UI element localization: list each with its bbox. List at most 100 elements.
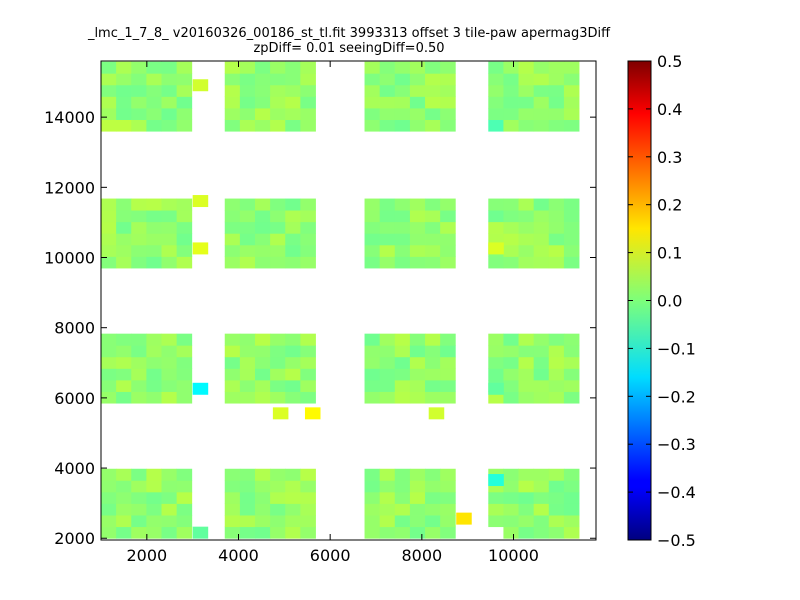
heatmap-cell	[518, 503, 535, 516]
heatmap-cell	[224, 84, 241, 97]
heatmap-cell	[364, 379, 381, 392]
heatmap-cell	[503, 515, 519, 528]
heatmap-cell	[533, 368, 550, 381]
heatmap-cell	[224, 526, 241, 539]
heatmap-cell	[533, 333, 550, 346]
heatmap-cell	[379, 108, 396, 120]
heatmap-cell	[563, 368, 580, 381]
heatmap-cell	[255, 119, 271, 132]
heatmap-cell	[425, 526, 441, 539]
heatmap-cell	[518, 368, 535, 381]
heatmap-cell	[379, 503, 396, 516]
heatmap-cell	[270, 119, 286, 132]
heatmap-cell	[224, 119, 241, 132]
heatmap-cell	[364, 256, 381, 269]
heatmap-cell	[440, 391, 456, 404]
heatmap-cell	[425, 345, 441, 358]
heatmap-cell	[300, 108, 316, 120]
heatmap-cell	[364, 526, 381, 539]
colorbar-tick-label: 0.0	[657, 292, 682, 311]
heatmap-cell	[518, 96, 535, 109]
heatmap-cell	[425, 468, 441, 481]
heatmap-cell	[224, 61, 241, 74]
heatmap-cell	[146, 356, 162, 369]
heatmap-cell	[440, 84, 456, 97]
heatmap-cell	[300, 480, 316, 493]
heatmap-cell	[161, 333, 178, 346]
heatmap-cell	[255, 491, 271, 504]
heatmap-cell	[101, 210, 117, 223]
heatmap-cell	[440, 468, 456, 481]
heatmap-cell	[161, 96, 178, 109]
heatmap-cell	[440, 233, 456, 246]
heatmap-cell	[563, 468, 580, 481]
heatmap-cell	[503, 210, 519, 223]
heatmap-cell	[425, 198, 441, 211]
heatmap-cell	[304, 407, 321, 420]
heatmap-cell	[285, 333, 301, 346]
heatmap-cell	[563, 345, 580, 358]
heatmap-cell	[503, 345, 519, 358]
heatmap-cell	[146, 256, 162, 269]
heatmap-cell	[394, 368, 411, 381]
heatmap-cell	[488, 233, 504, 246]
heatmap-cell	[131, 491, 147, 504]
heatmap-cell	[255, 368, 271, 381]
heatmap-cell	[518, 84, 535, 97]
heatmap-cell	[176, 379, 193, 392]
x-tick-label: 8000	[401, 546, 442, 565]
heatmap-cell	[300, 379, 316, 392]
heatmap-cell	[563, 233, 580, 246]
heatmap-cell	[255, 515, 271, 528]
colorbar-tick-label: 0.2	[657, 196, 682, 215]
heatmap-cell	[440, 491, 456, 504]
heatmap-cell	[176, 73, 193, 86]
heatmap-cell	[131, 333, 147, 346]
heatmap-cell	[116, 244, 132, 257]
heatmap-cell	[364, 210, 381, 223]
heatmap-cell	[285, 526, 301, 539]
heatmap-cell	[116, 333, 132, 346]
heatmap-cell	[563, 221, 580, 234]
heatmap-cell	[161, 515, 178, 528]
heatmap-cell	[488, 73, 504, 86]
heatmap-cell	[379, 526, 396, 539]
heatmap-cell	[101, 480, 117, 493]
heatmap-cell	[394, 526, 411, 539]
heatmap-cell	[285, 379, 301, 392]
heatmap-cell	[364, 244, 381, 257]
heatmap-cell	[300, 503, 316, 516]
heatmap-cell	[425, 333, 441, 346]
heatmap-cell	[548, 468, 565, 481]
heatmap-cell	[456, 512, 472, 525]
heatmap-cell	[379, 233, 396, 246]
heatmap-cell	[146, 73, 162, 86]
heatmap-cell	[146, 108, 162, 120]
heatmap-cell	[300, 61, 316, 74]
colorbar-tick-label: −0.2	[657, 387, 696, 406]
heatmap-cell	[379, 356, 396, 369]
chart-title-line1: _lmc_1_7_8_ v20160326_00186_st_tl.fit 39…	[87, 26, 611, 41]
heatmap-cell	[503, 96, 519, 109]
heatmap-cell	[563, 84, 580, 97]
heatmap-cell	[116, 119, 132, 132]
heatmap-cell	[224, 96, 241, 109]
heatmap-cell	[563, 503, 580, 516]
heatmap-cell	[364, 96, 381, 109]
colorbar-tick-label: −0.4	[657, 483, 696, 502]
heatmap-cell	[548, 503, 565, 516]
heatmap-cell	[239, 491, 256, 504]
heatmap-cell	[101, 515, 117, 528]
heatmap-cell	[239, 244, 256, 257]
heatmap-cell	[503, 491, 519, 504]
heatmap-cell	[285, 468, 301, 481]
heatmap-cell	[176, 480, 193, 493]
heatmap-cell	[131, 244, 147, 257]
heatmap-cell	[364, 515, 381, 528]
heatmap-cell	[394, 333, 411, 346]
heatmap-cell	[379, 515, 396, 528]
heatmap-cell	[364, 198, 381, 211]
heatmap-cell	[131, 119, 147, 132]
heatmap-cell	[379, 73, 396, 86]
heatmap-cell	[409, 356, 426, 369]
